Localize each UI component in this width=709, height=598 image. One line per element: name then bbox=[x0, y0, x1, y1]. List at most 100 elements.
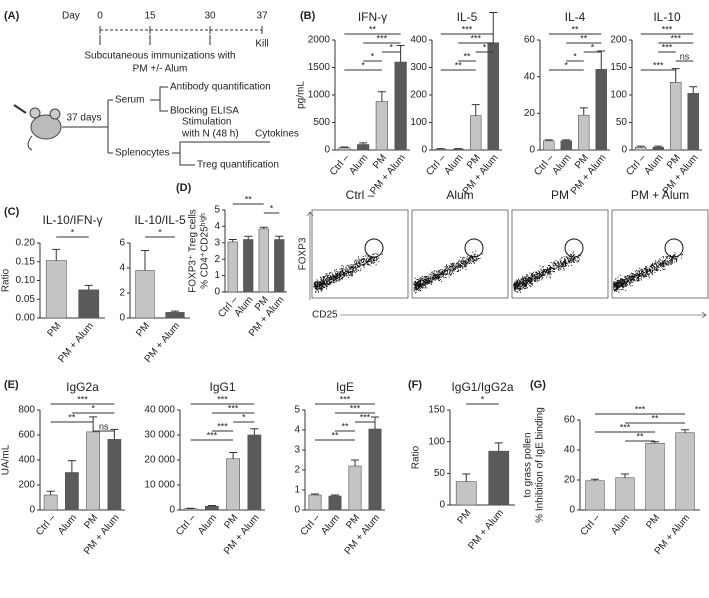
flow-dot bbox=[427, 280, 429, 282]
flow-dot bbox=[368, 259, 370, 261]
flow-dot bbox=[422, 284, 424, 286]
flow-dot bbox=[625, 278, 627, 280]
flow-dot bbox=[546, 270, 548, 272]
flow-dot bbox=[629, 280, 631, 282]
flow-dot bbox=[438, 274, 440, 276]
flow-dot bbox=[613, 283, 615, 285]
error-bar bbox=[244, 235, 253, 240]
flow-dot bbox=[346, 273, 348, 275]
flow-dot bbox=[525, 281, 527, 283]
significance-label: * bbox=[91, 403, 95, 413]
flow-dot bbox=[442, 273, 444, 275]
flow-dot bbox=[622, 285, 624, 287]
flow-dot bbox=[417, 281, 419, 283]
flow-dot bbox=[527, 283, 529, 285]
flow-dot bbox=[578, 260, 580, 262]
flow-dot bbox=[559, 265, 561, 267]
flow-dot bbox=[354, 260, 356, 262]
flow-dot bbox=[339, 276, 341, 278]
flow-dot bbox=[531, 274, 533, 276]
flow-dot bbox=[334, 270, 336, 272]
flow-dot bbox=[563, 267, 565, 269]
flow-dot bbox=[360, 259, 362, 261]
flow-dot bbox=[419, 287, 421, 289]
flow-dot bbox=[336, 276, 338, 278]
flow-dot bbox=[649, 270, 651, 272]
flow-dot bbox=[335, 277, 337, 279]
flow-dot bbox=[350, 271, 352, 273]
flow-dot bbox=[621, 285, 623, 287]
flow-dot bbox=[631, 275, 633, 277]
error-bar bbox=[359, 142, 368, 145]
flow-dot bbox=[540, 275, 542, 277]
flow-dot bbox=[616, 282, 618, 284]
y-tick-label: 100 bbox=[428, 436, 445, 447]
flow-dot bbox=[347, 275, 349, 277]
flow-dot bbox=[529, 280, 531, 282]
flow-dot bbox=[325, 284, 327, 286]
flow-dot bbox=[564, 265, 566, 267]
flow-dot bbox=[416, 288, 418, 290]
flow-dot bbox=[560, 265, 562, 267]
y-tick-label: 1 bbox=[214, 270, 220, 281]
flow-dot bbox=[616, 290, 618, 292]
flow-dot bbox=[460, 264, 462, 266]
flow-dot bbox=[522, 276, 524, 278]
error-bar bbox=[171, 310, 179, 313]
flow-dot bbox=[517, 283, 519, 285]
flow-dot bbox=[537, 277, 539, 279]
flow-dot bbox=[565, 261, 567, 263]
flow-dot bbox=[467, 262, 469, 264]
flow-dot bbox=[572, 254, 574, 256]
flow-dot bbox=[328, 277, 330, 279]
flow-dot bbox=[636, 276, 638, 278]
flow-dot bbox=[578, 256, 580, 258]
flow-dot bbox=[617, 287, 619, 289]
flow-dot bbox=[536, 281, 538, 283]
flow-dot bbox=[331, 277, 333, 279]
flow-dot bbox=[324, 277, 326, 279]
flow-dot bbox=[513, 286, 515, 288]
flow-dot bbox=[642, 270, 644, 272]
flow-dot bbox=[518, 278, 520, 280]
flow-dot bbox=[431, 277, 433, 279]
flow-dot bbox=[561, 264, 563, 266]
significance-label: ** bbox=[571, 24, 579, 34]
flow-dot bbox=[539, 273, 541, 275]
flow-dot bbox=[637, 274, 639, 276]
flow-dot bbox=[352, 270, 354, 272]
flow-dot bbox=[661, 262, 663, 264]
flow-dot bbox=[431, 278, 433, 280]
flow-dot bbox=[330, 272, 332, 274]
flow-dot bbox=[349, 268, 351, 270]
flow-dot bbox=[644, 268, 646, 270]
chart-title: IFN-γ bbox=[358, 10, 387, 24]
bar bbox=[227, 241, 238, 293]
flow-dot bbox=[618, 285, 620, 287]
flow-dot bbox=[427, 278, 429, 280]
flow-dot bbox=[343, 273, 345, 275]
flow-dot bbox=[616, 287, 618, 289]
flow-dot bbox=[654, 260, 656, 262]
flow-dot bbox=[366, 262, 368, 264]
flow-dot bbox=[570, 258, 572, 260]
flow-dot bbox=[352, 266, 354, 268]
flow-dot bbox=[323, 279, 325, 281]
flow-dot bbox=[356, 264, 358, 266]
flow-dot bbox=[445, 265, 447, 267]
flow-dot bbox=[453, 265, 455, 267]
flow-dot bbox=[671, 263, 673, 265]
flow-dot bbox=[548, 265, 550, 267]
y-tick-label: 40 bbox=[564, 445, 576, 456]
flow-dot bbox=[460, 261, 462, 263]
bar bbox=[652, 146, 664, 151]
flow-dot bbox=[448, 268, 450, 270]
flow-dot bbox=[314, 283, 316, 285]
flow-dot bbox=[468, 258, 470, 260]
flow-dot bbox=[652, 262, 654, 264]
flow-dot bbox=[616, 286, 618, 288]
flow-dot bbox=[643, 272, 645, 274]
flow-dot bbox=[355, 268, 357, 270]
flow-dot bbox=[356, 271, 358, 273]
panel-label: (E) bbox=[4, 379, 19, 391]
